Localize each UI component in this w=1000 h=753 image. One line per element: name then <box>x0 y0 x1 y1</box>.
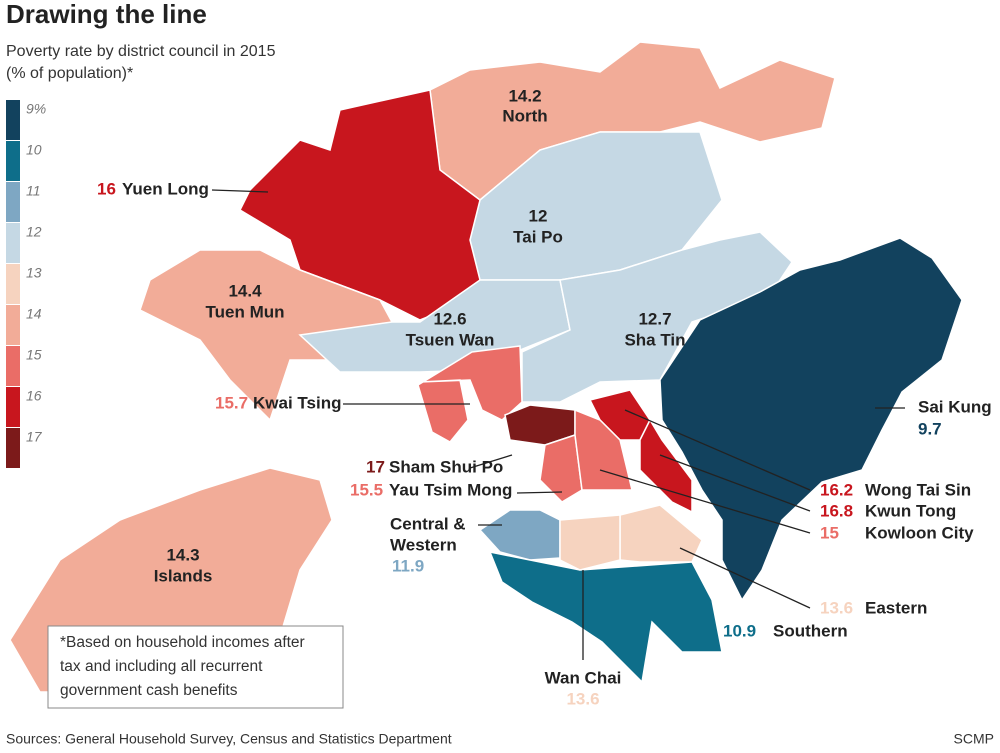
district-name: Eastern <box>865 598 927 617</box>
legend-label: 15 <box>26 347 42 363</box>
leader <box>469 454 513 469</box>
district-value: 11.9 <box>392 556 424 575</box>
legend-swatch <box>6 264 20 304</box>
district-name: Central & <box>390 514 466 533</box>
legend-label: 10 <box>26 142 42 158</box>
district-name: Yuen Long <box>122 179 209 198</box>
district-name: Tai Po <box>513 227 563 246</box>
leader <box>211 189 269 193</box>
legend-swatch <box>6 141 20 181</box>
district-name: Wong Tai Sin <box>865 480 971 499</box>
district <box>559 514 621 571</box>
district-value: 14.4 <box>228 281 262 300</box>
district-name: Islands <box>154 566 213 585</box>
district-name: Tsuen Wan <box>406 330 495 349</box>
district <box>239 89 481 321</box>
legend-label: 13 <box>26 265 42 281</box>
leaders <box>211 189 905 660</box>
footnote: *Based on household incomes after <box>60 634 305 651</box>
legend-label: 11 <box>26 183 41 199</box>
district <box>574 408 633 491</box>
district <box>488 550 723 684</box>
footnote-box <box>47 625 344 709</box>
district <box>639 418 693 514</box>
leader <box>679 547 811 609</box>
district <box>659 237 963 602</box>
footnote: tax and including all recurrent <box>60 658 263 675</box>
legend-swatch <box>6 100 20 140</box>
district-name: Yau Tsim Mong <box>389 480 512 499</box>
legend-label: 12 <box>26 224 42 240</box>
source: Sources: General Household Survey, Censu… <box>6 731 452 747</box>
district-value: 17 <box>366 457 385 476</box>
district-value: 15.5 <box>350 480 383 499</box>
district-value: 9.7 <box>918 419 942 438</box>
district-name: Kowloon City <box>865 523 974 542</box>
district-name: Tuen Mun <box>206 302 285 321</box>
legend-label: 9% <box>26 101 46 117</box>
district-value: 12 <box>529 206 548 225</box>
district-value: 12.6 <box>433 309 466 328</box>
district-name: Western <box>390 535 457 554</box>
district-name: Sham Shui Po <box>389 457 503 476</box>
district-value: 12.7 <box>638 309 671 328</box>
leader <box>516 491 563 494</box>
leader <box>624 409 811 491</box>
district-value: 16 <box>97 179 116 198</box>
district-value: 14.2 <box>508 86 541 105</box>
district-value: 15.7 <box>215 393 248 412</box>
legend-swatch <box>6 182 20 222</box>
district <box>619 504 703 563</box>
district-value: 13.6 <box>566 689 599 708</box>
legend-swatch <box>6 305 20 345</box>
district <box>539 433 583 503</box>
legend-swatch <box>6 387 20 427</box>
district-name: Sai Kung <box>918 397 992 416</box>
district-value: 15 <box>820 523 839 542</box>
legend-label: 17 <box>26 429 43 445</box>
legend-label: 14 <box>26 306 42 322</box>
footnote: government cash benefits <box>60 682 238 699</box>
districts <box>9 41 963 693</box>
district-value: 16.8 <box>820 501 853 520</box>
district-name: Sha Tin <box>624 330 685 349</box>
district-value: 14.3 <box>166 545 199 564</box>
legend-swatch <box>6 223 20 263</box>
leader <box>659 454 811 512</box>
district-name: Kwun Tong <box>865 501 956 520</box>
district-value: 13.6 <box>820 598 853 617</box>
district-name: Wan Chai <box>545 668 622 687</box>
district <box>417 345 523 443</box>
legend-label: 16 <box>26 388 42 404</box>
subtitle: (% of population)* <box>6 65 133 82</box>
subtitle: Poverty rate by district council in 2015 <box>6 43 276 60</box>
credit: SCMP <box>954 731 994 747</box>
district-name: Southern <box>773 621 848 640</box>
district-name: Kwai Tsing <box>253 393 341 412</box>
legend-swatch <box>6 428 20 468</box>
legend-swatch <box>6 346 20 386</box>
leader <box>599 469 811 534</box>
district-value: 16.2 <box>820 480 853 499</box>
district-value: 10.9 <box>723 621 756 640</box>
district-name: North <box>502 106 547 125</box>
title: Drawing the line <box>6 0 207 29</box>
